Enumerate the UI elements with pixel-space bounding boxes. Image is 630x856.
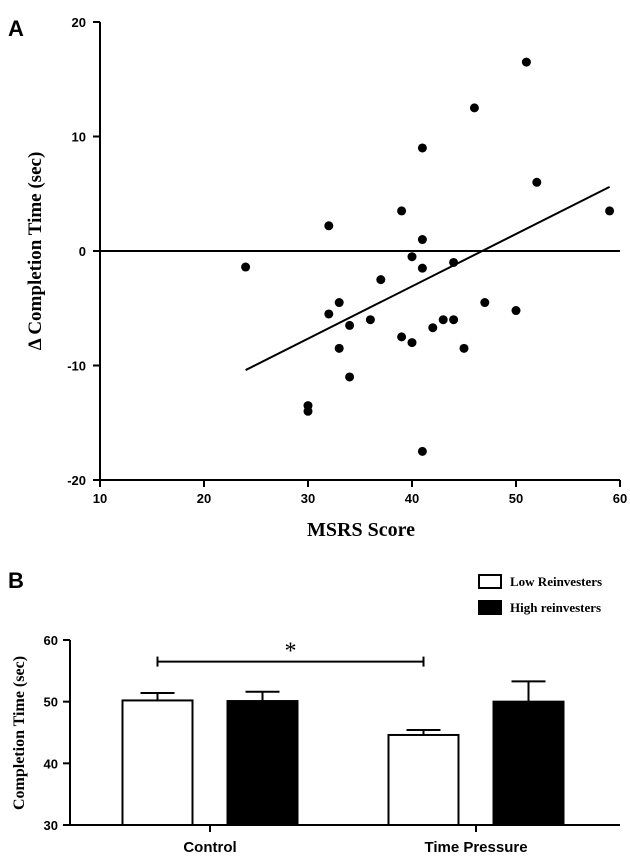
legend-swatch-high [478,600,502,615]
legend-label-high: High reinvesters [510,600,601,615]
y-tick-label: 10 [72,130,86,145]
scatter-point [303,406,313,416]
scatter-point [334,343,344,353]
scatter-point [407,338,417,348]
y-tick-label: 0 [79,244,86,259]
scatter-point [407,252,417,262]
scatter-point [376,275,386,285]
y-ticks-b: 30 40 50 60 [44,633,70,833]
x-tick-label: 40 [405,491,419,506]
significance-star: * [285,639,297,665]
x-tick-label: 60 [613,491,627,506]
scatter-point [397,332,407,342]
category-label: Time Pressure [424,839,527,856]
scatter-point [365,315,375,325]
category-label: Control [183,839,236,856]
scatter-point [417,143,427,153]
legend-label-low: Low Reinvesters [510,574,602,589]
scatter-point [417,235,427,245]
scatter-point [324,221,334,231]
scatter-point [449,315,459,325]
y-axis-title-b: Completion Time (sec) [11,656,28,810]
scatter-point [605,206,615,216]
y-tick-label: -10 [67,359,86,374]
scatter-point [334,298,344,308]
y-tick-label: -20 [67,473,86,488]
bar [387,733,460,827]
y-tick-label: 30 [44,818,58,833]
y-tick-label: 40 [44,756,58,771]
bar [492,700,565,827]
scatter-point [428,323,438,333]
regression-line [245,185,611,371]
y-axis-title-a: Δ Completion Time (sec) [25,152,46,351]
x-tick-label: 20 [197,491,211,506]
y-tick-label: 20 [72,15,86,30]
x-tick-label: 50 [509,491,523,506]
y-ticks-a: -20 -10 0 10 20 [67,15,100,488]
bar [121,699,194,827]
x-axis-title-a: MSRS Score [307,519,415,541]
x-tick-label: 30 [301,491,315,506]
panel-a: A -20 -10 0 10 20 10 20 30 40 50 60 MSRS Score Δ … [8,15,627,541]
scatter-point [417,446,427,456]
scatter-point [345,320,355,330]
scatter-point [521,57,531,67]
scatter-point [438,315,448,325]
x-tick-label: 10 [93,491,107,506]
scatter-point [511,306,521,316]
scatter-point [459,343,469,353]
scatter-point [345,372,355,382]
scatter-point [324,309,334,319]
scatter-point [469,103,479,113]
scatter-point [397,206,407,216]
panel-label-a: A [8,16,24,41]
significance-bracket: * [156,639,425,667]
bars [121,680,565,827]
category-labels: Control Time Pressure [183,825,528,856]
scatter-points [241,57,615,456]
scatter-point [241,262,251,272]
scatter-point [417,263,427,273]
bar [226,700,299,826]
scatter-point [532,177,542,187]
scatter-point [449,257,459,267]
panel-b: B Low Reinvesters High reinvesters 30 40 5… [8,568,620,856]
y-tick-label: 60 [44,633,58,648]
x-ticks-a: 10 20 30 40 50 60 [93,480,627,506]
legend: Low Reinvesters High reinvesters [478,574,602,615]
legend-swatch-low [478,574,502,589]
scatter-point [480,298,490,308]
panel-label-b: B [8,568,24,593]
y-tick-label: 50 [44,695,58,710]
